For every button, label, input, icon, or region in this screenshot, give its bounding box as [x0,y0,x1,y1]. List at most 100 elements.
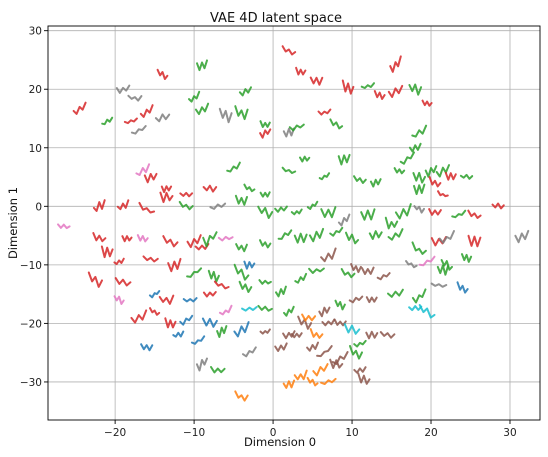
x-axis-ticks: −20 −10 0 10 20 30 [104,420,517,439]
latent-point [57,223,71,230]
latent-point [190,335,206,345]
latent-point [162,235,179,248]
latent-point [340,268,356,279]
latent-point [337,153,351,166]
latent-point [158,294,175,305]
latent-point [259,128,272,139]
latent-point [365,330,379,340]
latent-point [353,175,367,184]
latent-point [411,288,427,304]
latent-point [143,172,158,184]
latent-point [207,269,220,283]
data-points [57,45,530,402]
latent-point [274,205,288,213]
y-axis-label: Dimension 1 [6,187,20,259]
y-tick-label: −30 [20,377,42,389]
latent-point [277,229,293,240]
latent-point [233,263,250,281]
latent-point [116,199,130,211]
latent-point [115,84,131,94]
latent-point [308,267,325,274]
latent-point [243,260,256,270]
latent-point [130,309,148,324]
latent-point [387,228,404,241]
latent-point [467,209,482,219]
latent-point [139,104,154,118]
latent-point [337,213,351,227]
latent-point [320,206,337,219]
latent-point [136,234,149,243]
latent-point [329,226,344,237]
latent-point [491,202,505,210]
latent-point [113,257,125,265]
latent-point [379,331,396,339]
latent-point [353,366,367,374]
latent-point [345,231,360,245]
latent-point [405,260,418,269]
latent-point [202,231,218,248]
latent-point [306,341,319,352]
latent-point [444,171,457,181]
latent-point [142,255,159,263]
latent-point [514,229,530,244]
latent-point [159,191,174,204]
latent-point [341,79,355,95]
grid-lines [48,26,540,420]
latent-point [288,123,305,132]
latent-point [290,332,303,339]
latent-point [399,151,415,165]
latent-point [130,125,147,135]
latent-point [167,257,182,273]
latent-point [435,164,450,178]
latent-point [387,84,404,98]
x-tick-label: −10 [183,427,205,439]
latent-point [282,379,296,389]
latent-point [421,99,433,107]
latent-point [281,166,297,174]
latent-point [461,253,473,263]
latent-point [436,264,449,276]
latent-point [309,76,324,86]
latent-point [259,239,272,249]
latent-point [321,318,336,327]
latent-point [281,45,297,56]
latent-point [196,59,208,72]
latent-point [373,90,386,100]
latent-point [138,201,156,214]
latent-point [412,171,426,184]
y-axis-ticks: −30 −20 −10 0 10 20 30 [20,26,48,389]
latent-point [241,306,258,312]
y-tick-label: −20 [20,318,42,330]
latent-point [334,299,346,311]
latent-point [233,321,250,338]
latent-point [293,232,308,244]
latent-point [320,377,337,385]
latent-point [123,117,138,125]
latent-point [216,325,228,338]
latent-point [234,390,249,402]
latent-point [317,108,332,116]
latent-point [365,296,378,304]
latent-point [411,124,428,138]
latent-point [87,271,103,288]
plot-frame [47,25,541,421]
latent-point [293,369,308,381]
latent-point [408,305,423,312]
x-tick-label: 0 [270,427,277,439]
latent-point [361,266,375,275]
latent-point [135,163,151,176]
latent-point [306,376,319,387]
latent-point [309,328,324,339]
latent-point [467,234,482,248]
latent-point [343,323,361,335]
latent-point [234,105,249,121]
latent-point [234,194,248,206]
latent-point [148,290,161,299]
latent-point [257,205,274,219]
latent-point [242,346,257,358]
latent-point [274,342,288,352]
latent-point [306,200,319,210]
latent-point [164,317,177,329]
latent-point [295,66,307,76]
